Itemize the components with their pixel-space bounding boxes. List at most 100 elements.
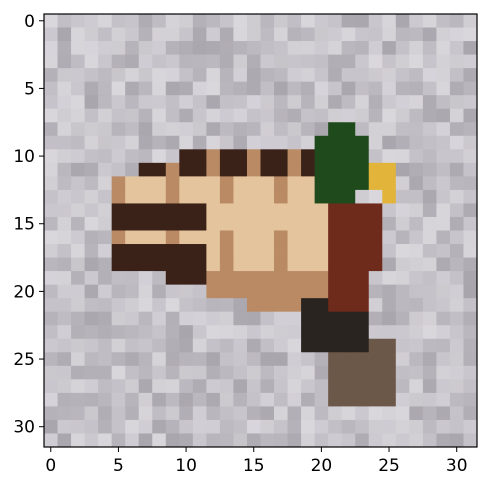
pixel-cell [71, 311, 86, 326]
pixel-cell [301, 311, 316, 326]
pixel-cell [192, 433, 207, 447]
pixel-cell [382, 135, 397, 150]
pixel-cell [341, 392, 356, 407]
pixel-cell [260, 162, 275, 177]
pixel-cell [138, 149, 153, 164]
pixel-cell [314, 392, 329, 407]
pixel-cell [179, 135, 194, 150]
pixel-cell [233, 257, 248, 272]
pixel-cell [44, 203, 59, 218]
pixel-cell [179, 41, 194, 56]
pixel-cell [328, 365, 343, 380]
y-tick-label: 10 [13, 147, 35, 167]
pixel-cell [463, 244, 477, 259]
pixel-cell [382, 392, 397, 407]
pixel-cell [422, 433, 437, 447]
pixel-cell [71, 176, 86, 191]
pixel-cell [233, 352, 248, 367]
pixel-cell [165, 203, 180, 218]
pixel-cell [57, 379, 72, 394]
pixel-cell [111, 419, 126, 434]
pixel-cell [179, 176, 194, 191]
pixel-cell [355, 257, 370, 272]
pixel-cell [125, 325, 140, 340]
pixel-cell [355, 230, 370, 245]
pixel-cell [328, 149, 343, 164]
pixel-cell [152, 216, 167, 231]
pixel-cell [409, 122, 424, 137]
pixel-cell [395, 338, 410, 353]
pixel-cell [368, 162, 383, 177]
pixel-cell [98, 392, 113, 407]
pixel-cell [98, 95, 113, 110]
pixel-cell [233, 95, 248, 110]
pixel-cell [179, 365, 194, 380]
pixel-cell [382, 14, 397, 29]
pixel-cell [206, 14, 221, 29]
pixel-cell [328, 406, 343, 421]
pixel-cell [328, 338, 343, 353]
pixel-cell [301, 135, 316, 150]
pixel-cell [314, 68, 329, 83]
pixel-cell [98, 365, 113, 380]
pixel-cell [84, 27, 99, 42]
pixel-cell [260, 244, 275, 259]
pixel-cell [44, 230, 59, 245]
pixel-cell [125, 406, 140, 421]
pixel-cell [111, 135, 126, 150]
pixel-cell [287, 365, 302, 380]
pixel-cell [219, 392, 234, 407]
pixel-cell [192, 81, 207, 96]
pixel-cell [179, 230, 194, 245]
pixel-cell [463, 406, 477, 421]
pixel-cell [152, 54, 167, 69]
pixel-cell [328, 189, 343, 204]
pixel-cell [206, 230, 221, 245]
pixel-cell [179, 108, 194, 123]
pixel-cell [192, 365, 207, 380]
pixel-cell [274, 257, 289, 272]
pixel-cell [98, 203, 113, 218]
pixel-cell [98, 41, 113, 56]
pixel-cell [449, 41, 464, 56]
pixel-cell [84, 406, 99, 421]
pixel-cell [436, 149, 451, 164]
pixel-cell [84, 352, 99, 367]
pixel-cell [138, 338, 153, 353]
pixel-cell [84, 230, 99, 245]
pixel-cell [436, 298, 451, 313]
pixel-cell [138, 325, 153, 340]
pixel-cell [192, 41, 207, 56]
y-tick-label: 30 [13, 418, 35, 438]
pixel-cell [341, 271, 356, 286]
pixel-cell [355, 338, 370, 353]
pixel-cell [179, 338, 194, 353]
pixel-cell [260, 108, 275, 123]
pixel-cell [463, 135, 477, 150]
pixel-cell [138, 406, 153, 421]
pixel-cell [328, 108, 343, 123]
pixel-cell [274, 365, 289, 380]
pixel-cell [260, 135, 275, 150]
pixel-cell [206, 419, 221, 434]
pixel-cell [219, 244, 234, 259]
pixel-cell [463, 379, 477, 394]
pixel-cell [328, 230, 343, 245]
pixel-cell [71, 14, 86, 29]
pixel-cell [192, 325, 207, 340]
pixel-cell [125, 230, 140, 245]
pixel-cell [260, 68, 275, 83]
pixel-cell [206, 406, 221, 421]
pixel-cell [71, 149, 86, 164]
pixel-cell [206, 108, 221, 123]
pixel-cell [382, 95, 397, 110]
pixel-cell [301, 406, 316, 421]
pixel-cell [165, 325, 180, 340]
pixel-cell [409, 338, 424, 353]
pixel-cell [301, 419, 316, 434]
y-tick-label: 20 [13, 282, 35, 302]
pixel-cell [152, 162, 167, 177]
pixel-cell [84, 325, 99, 340]
pixel-cell [233, 27, 248, 42]
pixel-cell [341, 365, 356, 380]
